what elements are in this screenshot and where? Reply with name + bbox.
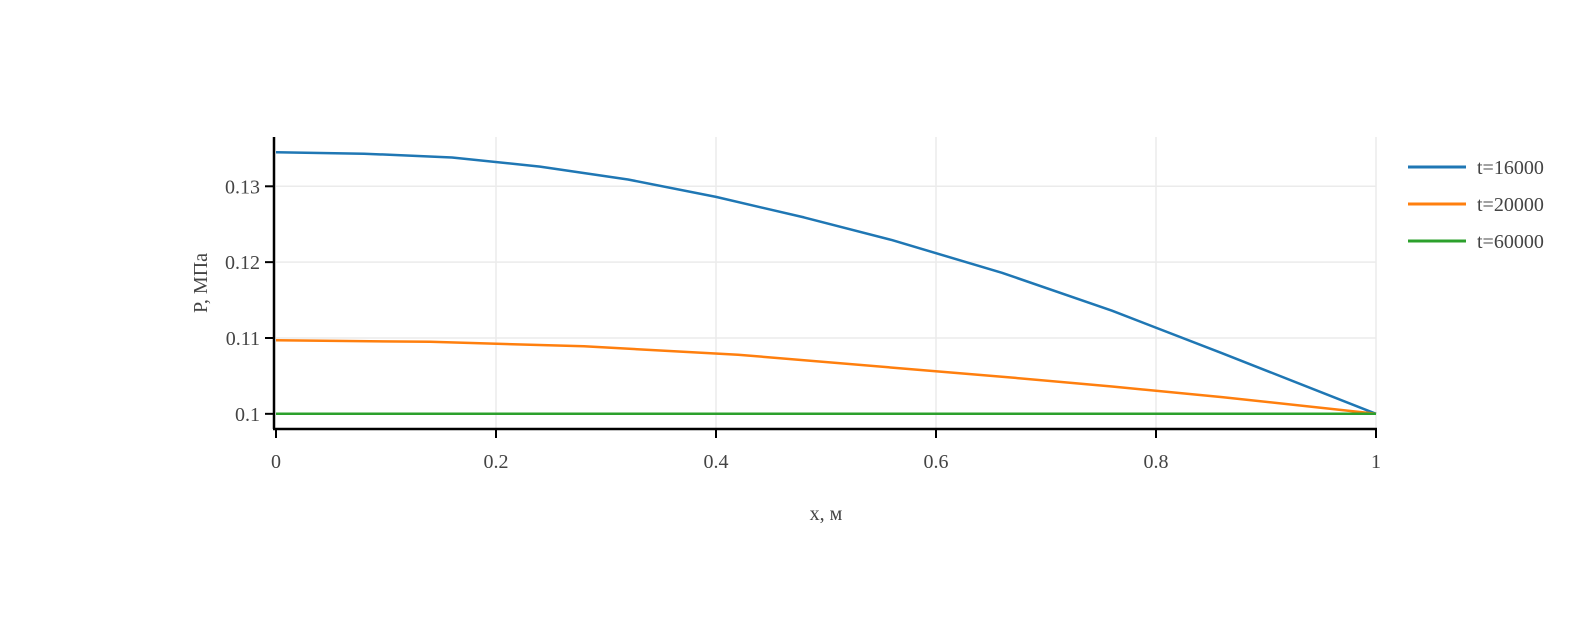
x-tick-label: 0.2 — [484, 451, 509, 473]
x-tick-label: 0.8 — [1144, 451, 1169, 473]
series-lines — [275, 150, 1377, 416]
x-tick-label: 0.6 — [924, 451, 949, 473]
series-line-2 — [275, 339, 1377, 416]
x-axis-title: x, м — [810, 503, 843, 525]
legend-item-2[interactable]: t=20000 — [1408, 194, 1544, 216]
x-tick-label: 0.4 — [704, 451, 729, 473]
y-tick-label: 0.11 — [226, 328, 260, 350]
x-tick-label: 1 — [1371, 451, 1381, 473]
axes — [272, 137, 1377, 431]
series-line-1 — [275, 150, 1377, 415]
legend[interactable]: t=16000 t=20000 t=60000 — [1408, 157, 1544, 253]
legend-item-1[interactable]: t=16000 — [1408, 157, 1544, 179]
legend-label: t=16000 — [1477, 157, 1544, 179]
x-tick-label: 0 — [271, 451, 281, 473]
legend-label: t=60000 — [1477, 231, 1544, 253]
y-tick-label: 0.13 — [225, 176, 260, 198]
legend-label: t=20000 — [1477, 194, 1544, 216]
y-tick-label: 0.12 — [225, 252, 260, 274]
grid — [276, 137, 1377, 429]
tick-labels: 0 0.2 0.4 0.6 0.8 1 0.1 0.11 0.12 0.13 — [225, 176, 1381, 473]
y-tick-label: 0.1 — [235, 404, 260, 426]
y-axis-title: P, МПа — [190, 253, 212, 313]
legend-item-3[interactable]: t=60000 — [1408, 231, 1544, 253]
